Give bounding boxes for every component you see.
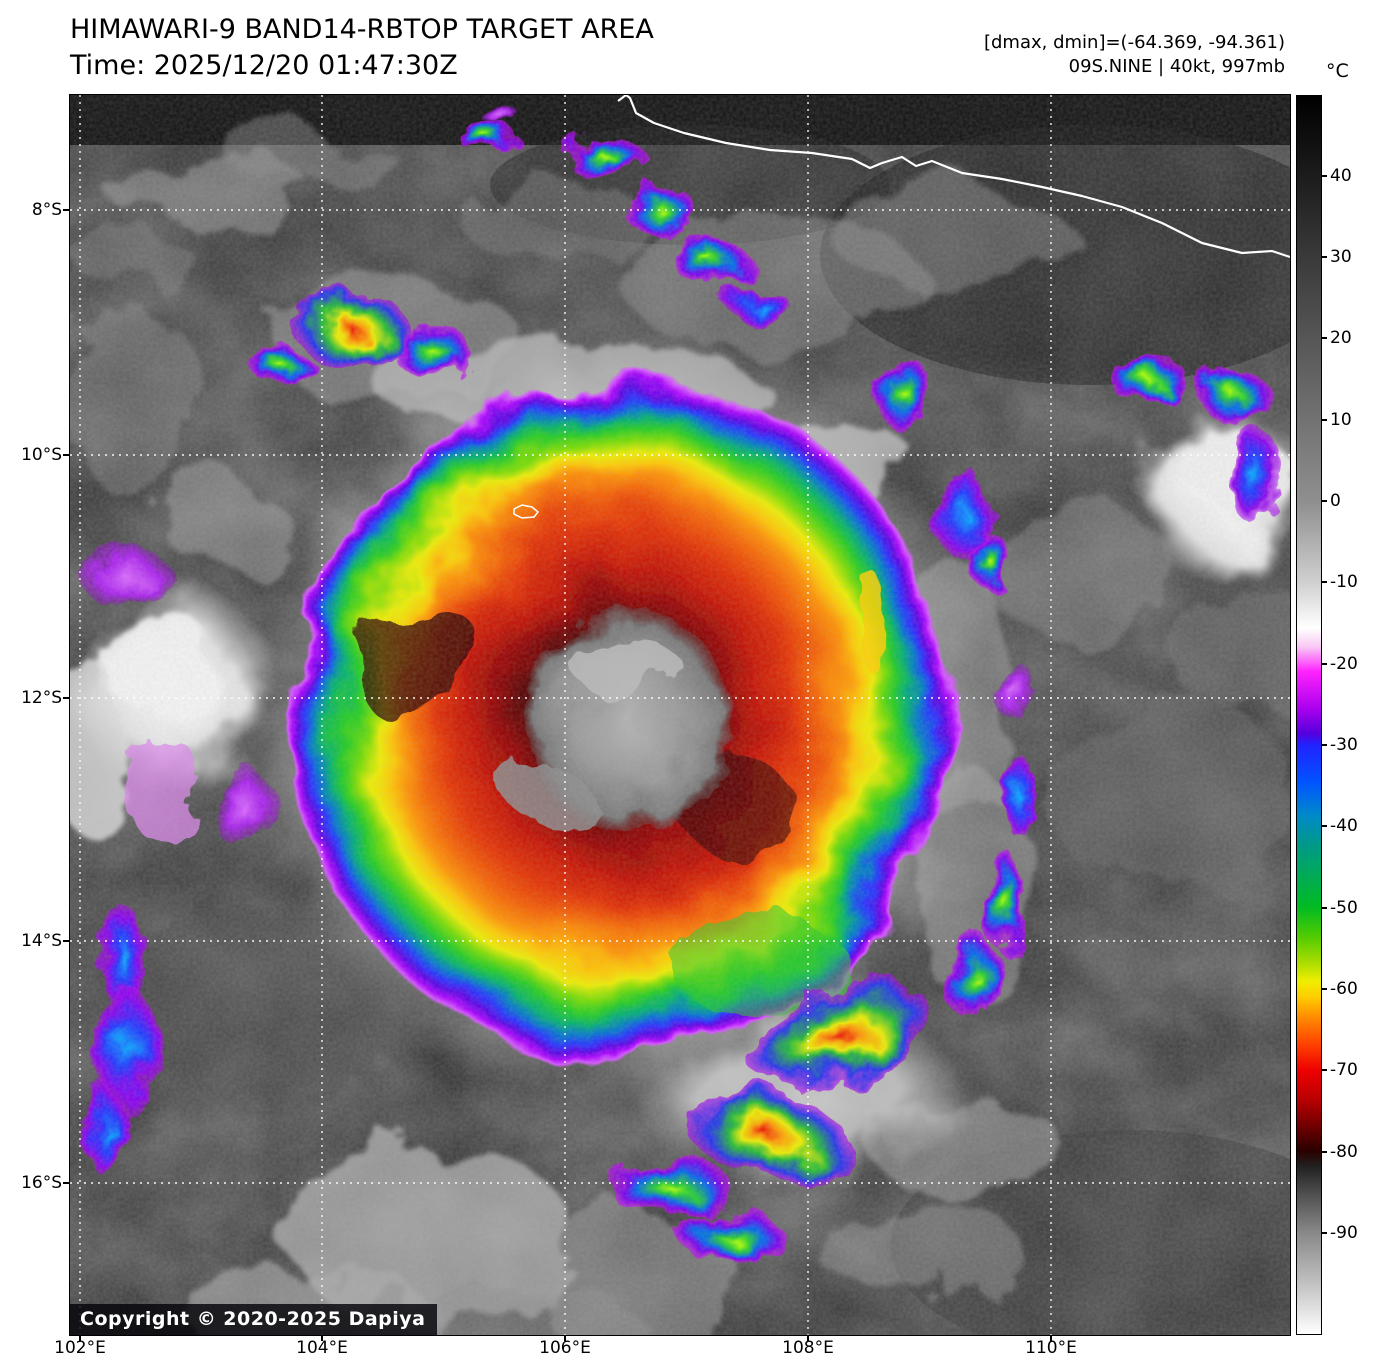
timestamp-label: Time: 2025/12/20 01:47:30Z [70, 50, 458, 81]
longitude-axis: 102°E 104°E 106°E 108°E 110°E [0, 1339, 1388, 1359]
colorbar-tick-label: 30 [1330, 247, 1352, 267]
colorbar-tick [1322, 256, 1327, 258]
colorbar-tick-label: -50 [1330, 898, 1358, 918]
colorbar-tick-label: 40 [1330, 166, 1352, 186]
lat-tick-label: 14°S [21, 931, 62, 951]
axis-tick [63, 1182, 70, 1184]
latitude-axis: 8°S 10°S 12°S 14°S 16°S [0, 95, 66, 1335]
colorbar-tick [1322, 337, 1327, 339]
lon-tick-label: 106°E [539, 1338, 591, 1358]
lat-tick-label: 16°S [21, 1173, 62, 1193]
colorbar-unit-label: °C [1326, 60, 1349, 82]
axis-tick [63, 697, 70, 699]
colorbar [1296, 95, 1322, 1335]
island-outline [513, 504, 540, 519]
page-title: HIMAWARI-9 BAND14-RBTOP TARGET AREA [70, 14, 654, 45]
colorbar-tick [1322, 1151, 1327, 1153]
axis-tick [1050, 1335, 1052, 1341]
lon-tick-label: 110°E [1025, 1338, 1077, 1358]
satellite-image [70, 95, 1290, 1335]
colorbar-tick [1322, 744, 1327, 746]
colorbar-tick [1322, 825, 1327, 827]
axis-tick [807, 1335, 809, 1341]
film-grain [70, 95, 1290, 1335]
colorbar-tick-label: 10 [1330, 410, 1352, 430]
colorbar-tick [1322, 988, 1327, 990]
grid-lines [70, 95, 1290, 1335]
axis-tick [63, 940, 70, 942]
lat-tick-label: 10°S [21, 445, 62, 465]
colorbar-tick [1322, 419, 1327, 421]
lat-tick-label: 8°S [31, 200, 62, 220]
axis-tick [63, 209, 70, 211]
colorbar-labels: 40 30 20 10 0 -10 -20 -30 -40 -50 -60 -7… [1330, 95, 1388, 1335]
copyright-watermark: Copyright © 2020-2025 Dapiya [70, 1304, 438, 1335]
coastline [617, 95, 1290, 259]
colorbar-tick [1322, 1232, 1327, 1234]
colorbar-tick-label: 20 [1330, 328, 1352, 348]
colorbar-tick [1322, 907, 1327, 909]
lon-tick-label: 102°E [54, 1338, 106, 1358]
colorbar-tick-label: 0 [1330, 491, 1341, 511]
axis-tick [79, 1335, 81, 1341]
colorbar-tick [1322, 581, 1327, 583]
colorbar-tick-label: -30 [1330, 735, 1358, 755]
colorbar-tick [1322, 175, 1327, 177]
lat-tick-label: 12°S [21, 688, 62, 708]
axis-tick [564, 1335, 566, 1341]
colorbar-tick-label: -10 [1330, 572, 1358, 592]
lon-tick-label: 104°E [296, 1338, 348, 1358]
storm-info-readout: 09S.NINE | 40kt, 997mb [1068, 56, 1285, 77]
colorbar-tick [1322, 500, 1327, 502]
colorbar-tick-label: -20 [1330, 654, 1358, 674]
lon-tick-label: 108°E [782, 1338, 834, 1358]
colorbar-tick-label: -40 [1330, 816, 1358, 836]
colorbar-tick [1322, 1069, 1327, 1071]
colorbar-tick-label: -60 [1330, 979, 1358, 999]
axis-tick [321, 1335, 323, 1341]
colorbar-tick-label: -70 [1330, 1060, 1358, 1080]
colorbar-tick-label: -80 [1330, 1142, 1358, 1162]
colorbar-tick-label: -90 [1330, 1223, 1358, 1243]
satellite-image-panel: Copyright © 2020-2025 Dapiya [69, 94, 1291, 1336]
axis-tick [63, 454, 70, 456]
colorbar-tick [1322, 663, 1327, 665]
dmax-dmin-readout: [dmax, dmin]=(-64.369, -94.361) [983, 32, 1285, 53]
